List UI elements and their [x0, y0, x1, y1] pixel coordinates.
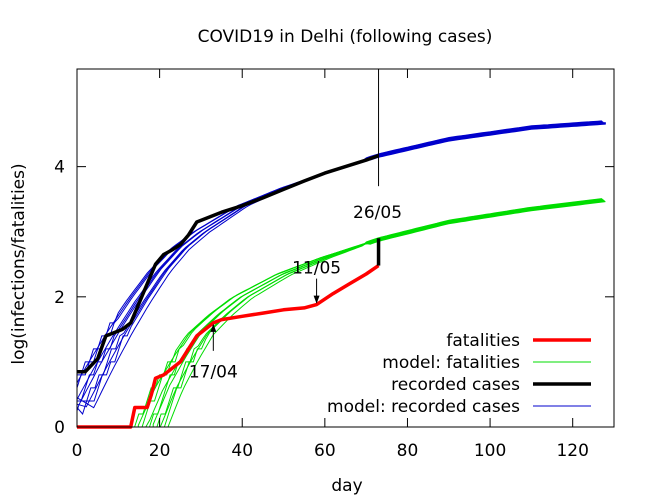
x-tick-label: 40	[231, 441, 253, 461]
y-tick-label: 2	[54, 288, 65, 308]
series-model-fatalities-member-5	[152, 199, 604, 427]
annotations: 17/04 11/05 26/05	[189, 69, 402, 383]
axes: 0 20 40 60 80 100 120 0 2 4	[54, 68, 615, 461]
annotation-11-05-label: 11/05	[292, 259, 341, 279]
series-model-fatalities-member-8	[163, 198, 603, 428]
legend-label: recorded cases	[391, 375, 520, 395]
x-tick-label: 120	[556, 441, 588, 461]
x-tick-label: 100	[474, 441, 506, 461]
series-model-fatalities-member-3	[145, 200, 605, 428]
x-tick-label: 20	[149, 441, 171, 461]
series-model-fatalities-member-4	[149, 199, 604, 428]
annotation-17-04-arrowhead	[210, 323, 217, 332]
annotation-11-05-arrowhead	[313, 295, 320, 304]
plot-curves	[76, 120, 606, 429]
series-model-fatalities-member-9	[167, 198, 602, 427]
y-tick-label: 4	[54, 158, 65, 178]
series-fatalities	[77, 264, 380, 429]
legend-label: model: fatalities	[382, 353, 520, 373]
series-model-fatalities-member-2	[141, 200, 605, 428]
annotation-17-04-label: 17/04	[189, 363, 238, 383]
legend-label: model: recorded cases	[327, 397, 520, 417]
annotation-26-05-label: 26/05	[353, 203, 402, 223]
chart-title: COVID19 in Delhi (following cases)	[198, 27, 493, 47]
x-tick-label: 80	[397, 441, 419, 461]
x-tick-label: 60	[314, 441, 336, 461]
series-recorded-cases	[77, 153, 380, 374]
x-axis-label: day	[331, 476, 362, 496]
y-tick-label: 0	[54, 418, 65, 438]
y-axis-label: log(infections/fatalities)	[9, 163, 29, 364]
series-model-fatalities-member-1	[137, 200, 606, 427]
x-tick-label: 0	[72, 441, 83, 461]
plot-frame	[76, 68, 615, 428]
legend-label: fatalities	[446, 331, 520, 351]
series-model-fatalities-member-6	[156, 199, 604, 428]
